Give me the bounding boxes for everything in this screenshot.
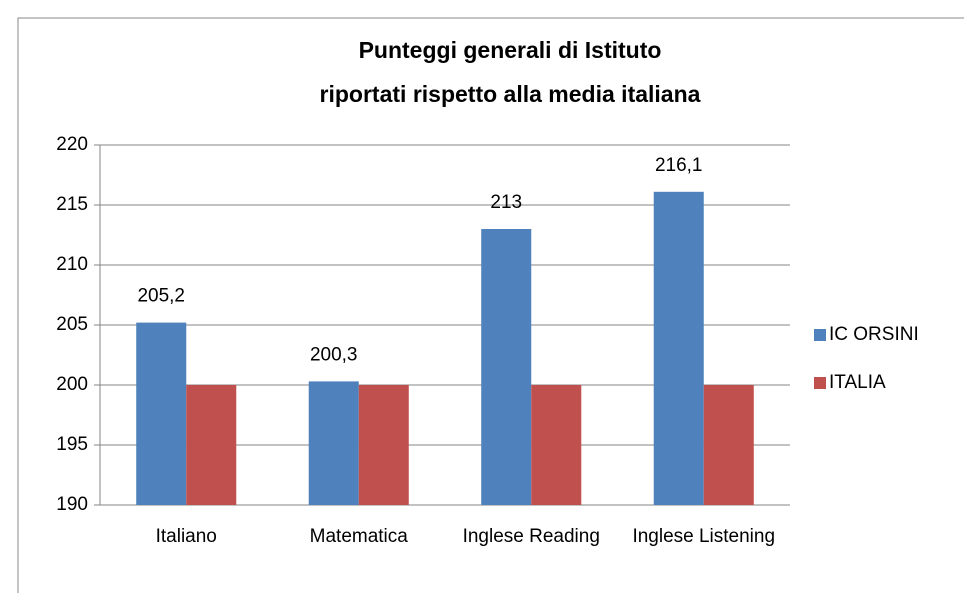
y-tick-label: 190	[56, 494, 88, 515]
bar	[653, 191, 704, 506]
x-tick-label: Italiano	[156, 526, 217, 547]
x-tick-label: Inglese Listening	[632, 526, 775, 547]
legend-label: IC ORSINI	[829, 324, 919, 345]
data-label: 200,3	[310, 344, 358, 365]
y-tick-label: 210	[56, 254, 88, 275]
chart-title: riportati rispetto alla media italiana	[320, 81, 701, 107]
bar	[136, 322, 187, 505]
legend-label: ITALIA	[829, 372, 886, 393]
bar	[481, 229, 532, 505]
chart-title: Punteggi generali di Istituto	[359, 37, 662, 63]
y-tick-label: 205	[56, 314, 88, 335]
bar	[531, 385, 582, 505]
legend-swatch	[814, 329, 826, 341]
y-tick-label: 195	[56, 434, 88, 455]
data-label: 213	[490, 192, 522, 213]
legend-swatch	[814, 377, 826, 389]
bar	[703, 385, 754, 505]
data-label: 216,1	[655, 155, 703, 176]
data-label: 205,2	[137, 286, 185, 307]
bar	[358, 385, 409, 505]
bar	[308, 381, 359, 505]
x-tick-label: Inglese Reading	[463, 526, 600, 547]
bar	[186, 385, 237, 505]
y-tick-label: 220	[56, 134, 88, 155]
x-tick-label: Matematica	[310, 526, 409, 547]
y-tick-label: 215	[56, 194, 88, 215]
y-tick-label: 200	[56, 374, 88, 395]
